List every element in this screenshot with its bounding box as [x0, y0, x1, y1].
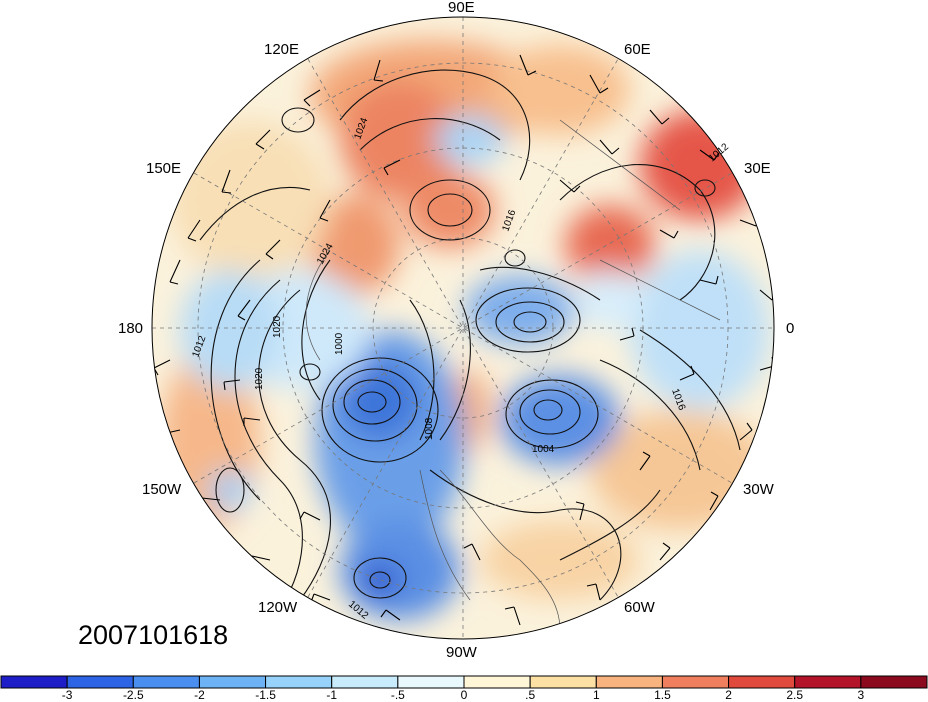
timestamp-label: 2007101618	[78, 620, 229, 650]
contour-label: 1000	[334, 332, 345, 355]
colorbar-tick-label: -3	[61, 688, 73, 702]
graticule	[152, 17, 774, 639]
lon-label-0: 0	[786, 320, 795, 337]
colorbar-tick-label: 1	[592, 688, 600, 702]
contour-label: 1004	[532, 444, 555, 455]
colorbar-swatch	[265, 675, 333, 689]
lon-label-30w: 30W	[743, 481, 774, 498]
colorbar-tick-label: -1	[326, 688, 338, 702]
contour-label: 1008	[424, 417, 435, 440]
isobar-contours	[199, 69, 741, 621]
map-border	[151, 16, 775, 640]
colorbar-swatch	[132, 675, 200, 689]
colorbar-swatch	[794, 675, 862, 689]
lon-label-150w: 150W	[142, 481, 182, 498]
lon-label-180: 180	[118, 320, 144, 337]
lon-label-90w: 90W	[446, 644, 477, 661]
colorbar-swatch	[529, 675, 597, 689]
colorbar-tick-label: .5	[525, 688, 536, 702]
colorbar-swatch	[0, 675, 68, 689]
colorbar-tick-label: 2	[725, 688, 732, 702]
lon-label-120w: 120W	[258, 599, 298, 616]
colorbar-tick-label: 0	[460, 688, 468, 702]
colorbar-swatch	[463, 675, 531, 689]
colorbar-swatch	[331, 675, 399, 689]
colorbar-swatch	[198, 675, 267, 689]
colorbar-tick-label: 2.5	[786, 688, 804, 702]
lon-label-60e: 60E	[624, 41, 651, 58]
colorbar-tick-label: -1.5	[255, 688, 276, 702]
colorbar	[0, 675, 928, 689]
lon-label-120e: 120E	[264, 41, 300, 58]
lon-label-60w: 60W	[624, 599, 655, 616]
lon-label-150e: 150E	[146, 160, 182, 177]
colorbar-swatch	[728, 675, 796, 689]
polar-map: 1012 1016 1020 1024 1008 1004 1000 1012 …	[151, 16, 775, 640]
colorbar-tick-label: -.5	[390, 688, 405, 702]
contour-label: 1020	[272, 315, 283, 338]
colorbar-tick-label: 3	[857, 688, 865, 702]
colorbar-tick-label: -2.5	[122, 688, 144, 702]
colorbar-swatch	[860, 675, 928, 689]
lon-label-30e: 30E	[744, 160, 771, 177]
wind-barbs	[153, 54, 774, 626]
colorbar-swatch	[66, 675, 134, 689]
contour-label: 1020	[254, 367, 265, 390]
coastlines	[305, 119, 721, 631]
colorbar-swatch	[397, 675, 465, 689]
lon-label-90e: 90E	[448, 0, 475, 16]
colorbar-swatch	[595, 675, 663, 689]
colorbar-swatch	[661, 675, 730, 689]
colorbar-tick-label: -2	[194, 688, 205, 702]
colorbar-tick-label: 1.5	[654, 688, 671, 702]
